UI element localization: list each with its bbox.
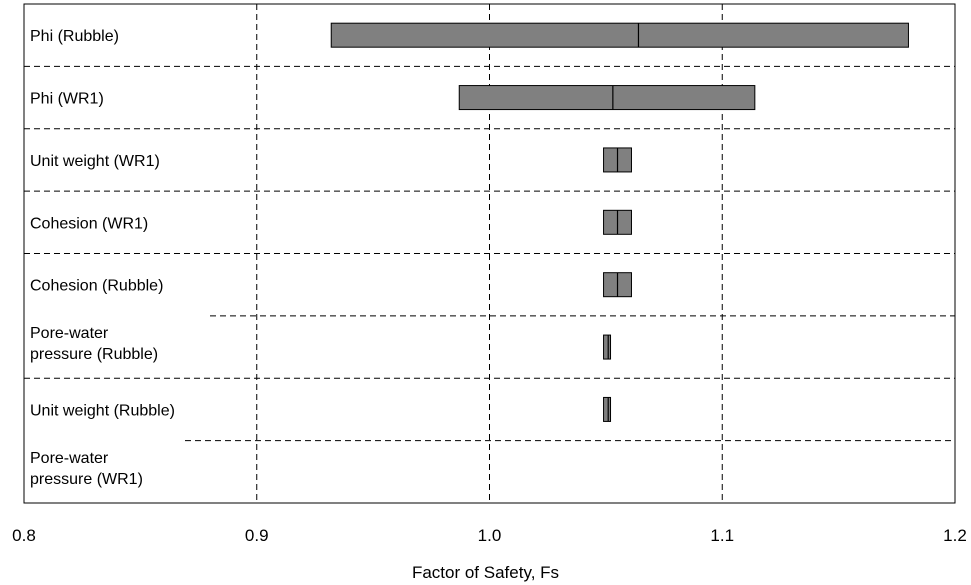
plot-frame xyxy=(23,3,956,504)
category-label: Cohesion (Rubble) xyxy=(30,278,163,295)
x-tick-label: 0.8 xyxy=(12,526,36,545)
bar xyxy=(603,396,612,422)
category-label: Phi (WR1) xyxy=(30,91,104,108)
category-label: Unit weight (WR1) xyxy=(30,153,160,170)
category-label: Unit weight (Rubble) xyxy=(30,402,175,419)
bar xyxy=(603,334,612,360)
bar xyxy=(458,85,756,111)
x-tick-label: 0.9 xyxy=(245,526,269,545)
category-label: Cohesion (WR1) xyxy=(30,215,148,232)
x-axis-label: Factor of Safety, Fs xyxy=(412,563,559,582)
x-tick-label: 1.1 xyxy=(710,526,734,545)
category-label: Pore-water pressure (WR1) xyxy=(30,450,143,488)
category-label: Phi (Rubble) xyxy=(30,28,119,45)
category-label: Pore-water pressure (Rubble) xyxy=(30,325,158,363)
x-tick-label: 1.2 xyxy=(943,526,967,545)
x-tick-label: 1.0 xyxy=(478,526,502,545)
bar xyxy=(330,22,909,48)
